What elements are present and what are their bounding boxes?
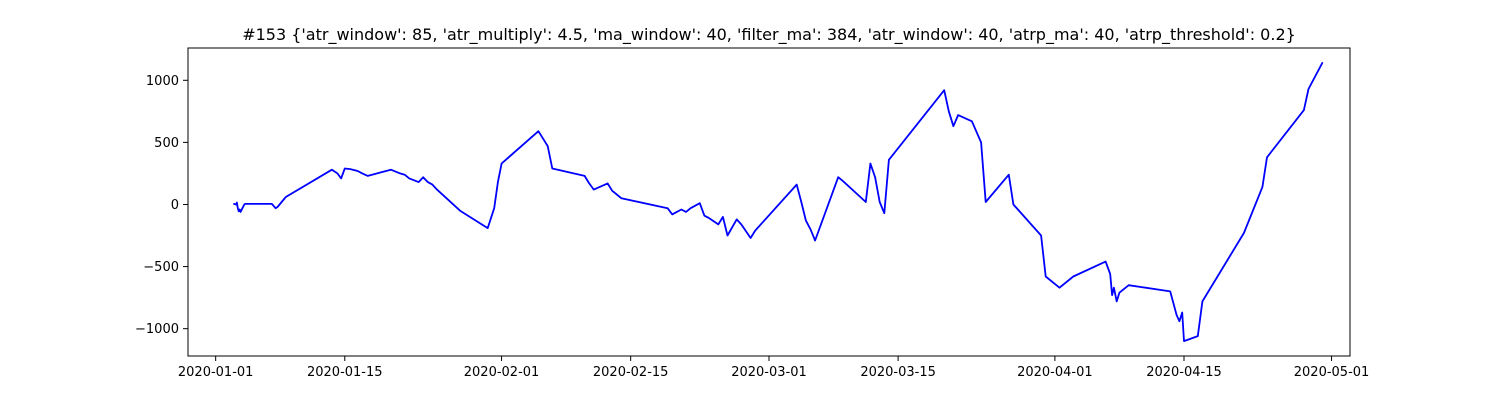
y-tick-label: 0 xyxy=(171,198,179,213)
y-tick-label: 500 xyxy=(154,136,179,151)
x-tick-label: 2020-03-01 xyxy=(731,365,807,380)
x-tick-label: 2020-01-01 xyxy=(178,365,254,380)
y-tick-label: 1000 xyxy=(146,74,179,89)
series-line xyxy=(233,62,1324,343)
x-axis: 2020-01-01 2020-01-15 2020-02-01 2020-02-15… xyxy=(178,356,1369,380)
x-tick-label: 2020-01-15 xyxy=(307,365,383,380)
x-tick-label: 2020-02-15 xyxy=(593,365,669,380)
y-tick-label: −500 xyxy=(143,260,179,275)
chart-title: #153 {'atr_window': 85, 'atr_multiply': … xyxy=(242,25,1296,45)
x-tick-label: 2020-05-01 xyxy=(1294,365,1370,380)
y-tick-label: −1000 xyxy=(135,322,179,337)
y-axis: 1000 500 0 −500 −1000 xyxy=(135,74,188,337)
plot-area xyxy=(233,62,1324,343)
x-tick-label: 2020-04-15 xyxy=(1146,365,1222,380)
x-tick-label: 2020-02-01 xyxy=(464,365,540,380)
x-tick-label: 2020-04-01 xyxy=(1017,365,1093,380)
x-tick-label: 2020-03-15 xyxy=(860,365,936,380)
